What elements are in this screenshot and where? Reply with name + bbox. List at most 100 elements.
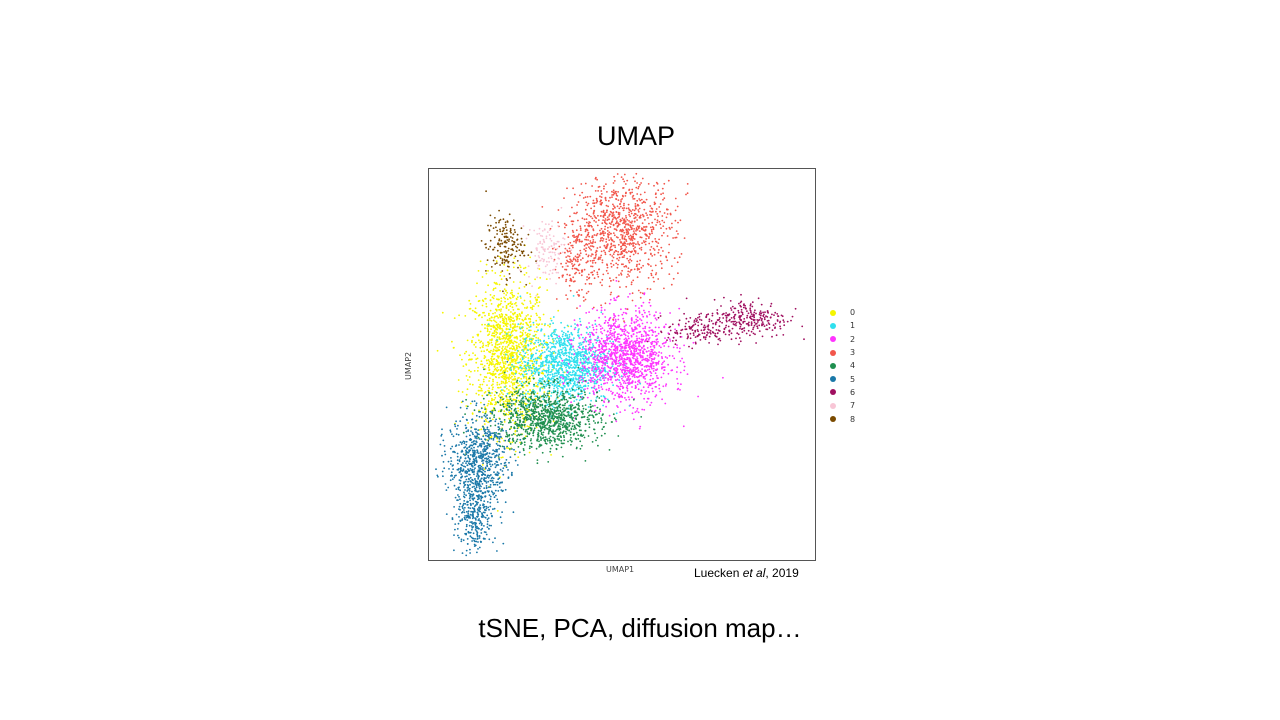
point-cluster-2 [613,353,616,355]
point-cluster-2 [619,354,622,357]
point-cluster-2 [661,356,663,358]
point-cluster-0 [510,339,513,342]
point-cluster-0 [481,464,484,466]
point-cluster-2 [634,326,637,329]
point-cluster-1 [527,343,529,346]
point-cluster-0 [514,362,517,365]
point-cluster-3 [564,268,566,271]
point-cluster-0 [536,385,539,388]
point-cluster-1 [581,386,583,389]
point-cluster-0 [487,366,490,369]
point-cluster-2 [589,374,592,376]
point-cluster-2 [601,377,604,380]
point-cluster-2 [654,335,657,337]
point-cluster-4 [547,380,550,383]
point-cluster-4 [526,432,529,435]
point-cluster-2 [630,370,633,372]
point-cluster-4 [517,446,520,448]
point-cluster-3 [612,232,615,234]
point-cluster-3 [615,236,618,238]
point-cluster-3 [580,259,582,261]
point-cluster-2 [603,379,606,382]
point-cluster-0 [496,347,499,349]
point-cluster-1 [534,367,537,370]
point-cluster-1 [562,333,564,336]
point-cluster-1 [523,360,526,363]
point-cluster-3 [627,273,629,276]
point-cluster-0 [499,332,502,335]
point-cluster-3 [649,210,651,213]
point-cluster-2 [645,335,647,337]
point-cluster-3 [645,234,648,237]
point-cluster-3 [563,232,566,235]
point-cluster-2 [669,340,672,342]
point-cluster-1 [572,378,575,380]
point-cluster-1 [559,367,561,370]
point-cluster-3 [610,211,613,214]
point-cluster-3 [570,252,572,254]
point-cluster-3 [656,245,659,248]
point-cluster-1 [568,366,571,369]
point-cluster-1 [556,364,559,367]
point-cluster-1 [541,351,544,354]
point-cluster-0 [525,351,528,354]
point-cluster-2 [644,378,646,380]
point-cluster-2 [620,362,622,365]
point-cluster-0 [494,375,497,378]
point-cluster-2 [650,362,652,365]
point-cluster-2 [657,340,659,343]
point-cluster-3 [620,253,622,256]
point-cluster-3 [600,237,602,240]
point-cluster-1 [560,321,562,324]
point-cluster-1 [552,316,555,318]
point-cluster-3 [567,255,569,257]
point-cluster-1 [539,388,541,391]
point-cluster-3 [593,277,596,280]
point-cluster-4 [535,447,538,450]
point-cluster-2 [641,347,643,349]
point-cluster-2 [626,385,629,387]
point-cluster-3 [612,205,615,207]
point-cluster-0 [535,384,538,387]
point-cluster-0 [510,355,512,358]
point-cluster-3 [620,245,623,248]
point-cluster-0 [494,345,497,348]
point-cluster-3 [586,233,589,236]
point-cluster-1 [574,361,576,364]
point-cluster-0 [487,284,489,287]
point-cluster-2 [633,357,635,360]
point-cluster-0 [530,315,532,318]
point-cluster-1 [527,369,530,372]
point-cluster-3 [665,216,668,219]
point-cluster-3 [557,221,559,224]
point-cluster-4 [579,440,582,443]
point-cluster-1 [572,348,575,351]
point-cluster-3 [649,213,651,216]
point-cluster-1 [581,357,584,360]
point-cluster-2 [641,372,643,375]
point-cluster-1 [550,370,553,373]
point-cluster-2 [598,370,601,373]
point-cluster-0 [508,339,511,342]
point-cluster-1 [618,379,621,381]
point-cluster-3 [662,198,664,201]
point-cluster-1 [566,358,569,361]
point-cluster-0 [515,304,518,307]
point-cluster-2 [619,349,622,352]
point-cluster-4 [592,405,594,407]
point-cluster-3 [631,191,633,194]
point-cluster-3 [630,259,633,262]
point-cluster-0 [493,329,496,332]
point-cluster-0 [502,381,505,384]
point-cluster-0 [492,297,495,300]
point-cluster-2 [630,334,633,337]
point-cluster-1 [604,369,606,371]
point-cluster-1 [549,378,551,381]
point-cluster-0 [494,327,497,329]
point-cluster-2 [620,358,622,360]
point-cluster-3 [580,274,583,277]
point-cluster-2 [629,293,631,295]
point-cluster-2 [648,350,650,352]
point-cluster-3 [646,287,649,290]
point-cluster-2 [654,380,657,383]
